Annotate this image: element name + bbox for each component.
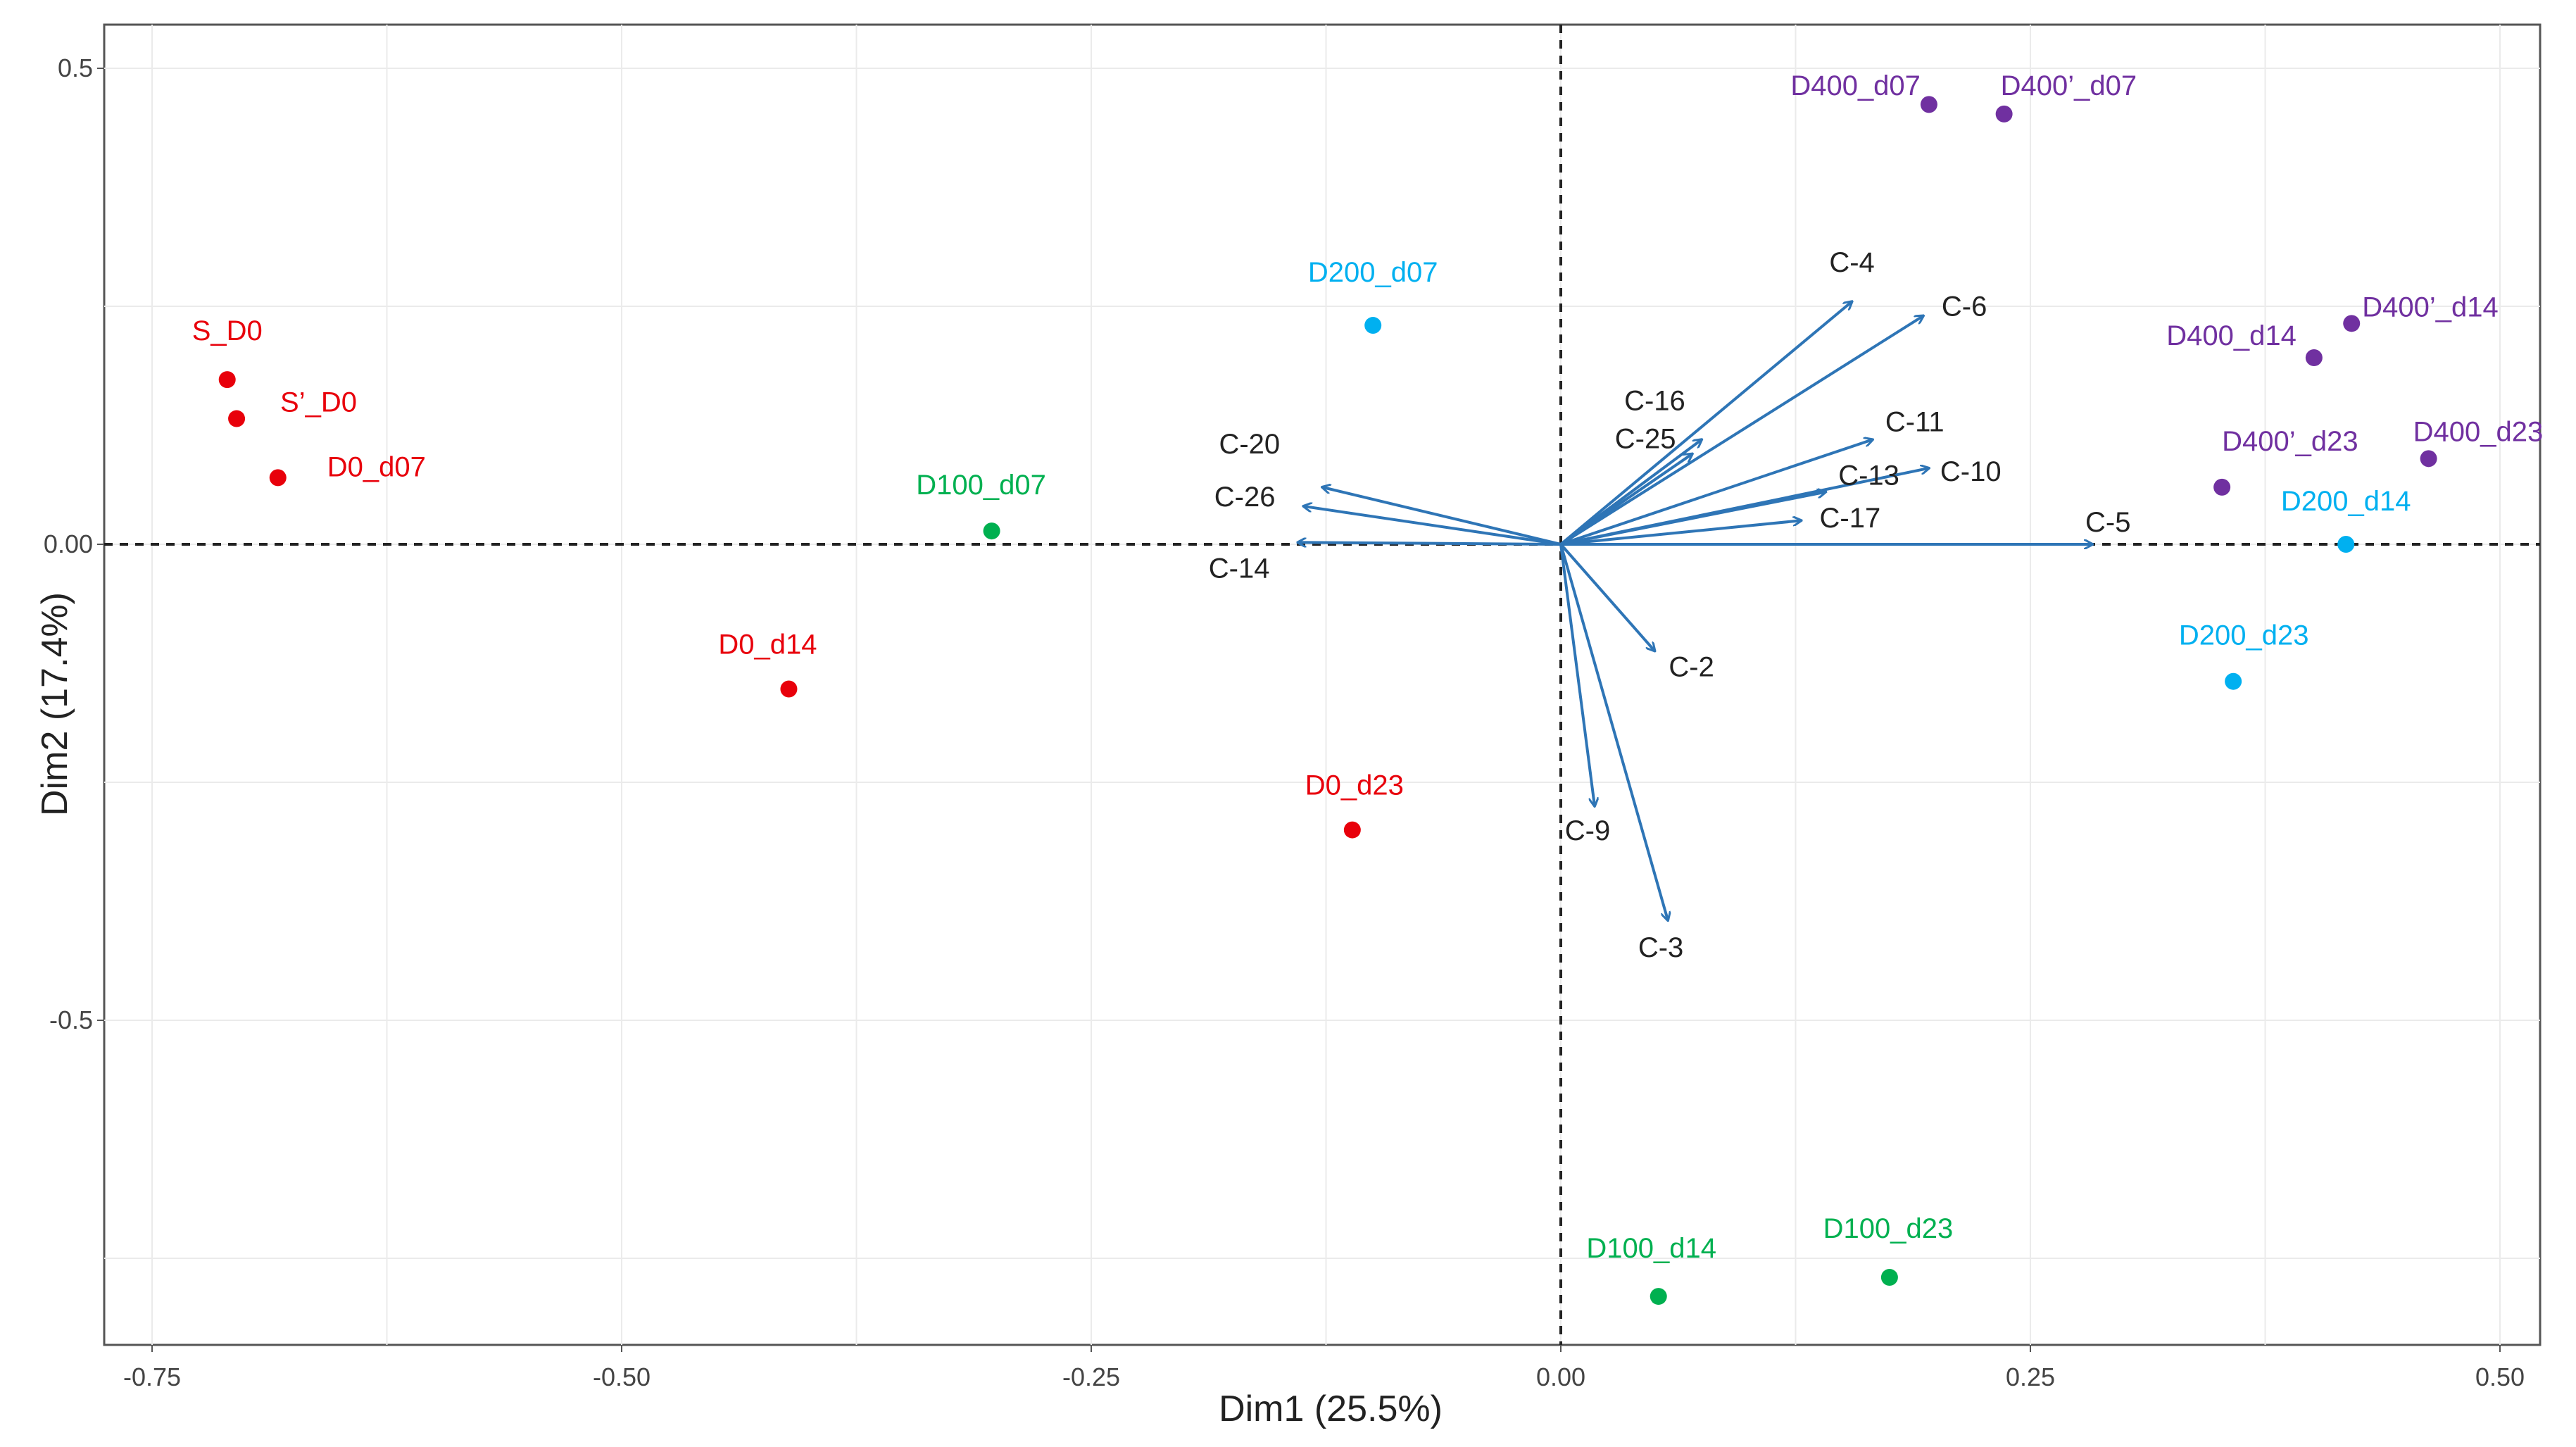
- data-point: [1364, 317, 1382, 334]
- point-label: S’_D0: [280, 387, 357, 418]
- variable-label: C-4: [1829, 247, 1874, 278]
- data-point: [2420, 450, 2437, 468]
- x-tick-label: -0.25: [1062, 1363, 1120, 1391]
- point-label: D0_d07: [327, 451, 426, 482]
- variable-label: C-26: [1214, 482, 1276, 513]
- data-point: [1995, 105, 2013, 123]
- data-point: [2343, 315, 2361, 332]
- variable-arrow: [1559, 544, 1668, 920]
- variable-arrow: [1303, 506, 1562, 546]
- x-axis-title: Dim1 (25.5%): [1219, 1389, 1443, 1429]
- data-point: [780, 680, 798, 698]
- variable-label: C-11: [1885, 406, 1944, 437]
- point-label: D400_d14: [2166, 320, 2297, 351]
- x-tick-label: -0.50: [593, 1363, 651, 1391]
- y-axis-title: Dim2 (17.4%): [34, 592, 75, 816]
- individual-points: S_D0 S’_D0 D0_d07 D0_d14 D0_d23 D100_d07 D100_…: [192, 70, 2544, 1305]
- y-tick-label: 0.00: [44, 530, 93, 558]
- x-tick-label: 0.50: [2475, 1363, 2525, 1391]
- x-tick-label: 0.00: [1536, 1363, 1585, 1391]
- data-point: [983, 522, 1000, 540]
- variable-label: C-9: [1565, 815, 1610, 846]
- variable-label: C-3: [1638, 932, 1683, 963]
- point-label: D100_d23: [1823, 1213, 1954, 1244]
- variable-arrow: [1322, 487, 1562, 546]
- data-point: [1880, 1269, 1898, 1286]
- point-label: D0_d23: [1305, 770, 1404, 801]
- x-tick-label: 0.25: [2006, 1363, 2055, 1391]
- variable-label: C-17: [1820, 503, 1881, 534]
- data-point: [2213, 478, 2231, 496]
- variable-label: C-20: [1219, 429, 1280, 460]
- variable-label: C-25: [1615, 424, 1676, 455]
- variable-arrow: [1559, 301, 1852, 546]
- point-label: D0_d14: [718, 629, 817, 660]
- variable-label: C-13: [1838, 461, 1899, 491]
- variable-arrow: [1560, 520, 1802, 546]
- data-point: [218, 371, 236, 389]
- variable-arrow: [1560, 439, 1873, 546]
- variable-arrow: [1559, 454, 1692, 546]
- point-label: D400’_d14: [2362, 292, 2499, 322]
- data-point: [1920, 96, 1937, 113]
- point-label: D200_d23: [2179, 620, 2309, 651]
- data-point: [2225, 672, 2242, 690]
- reference-lines: [104, 25, 2540, 1345]
- variable-arrow: [1559, 316, 1923, 546]
- point-label: S_D0: [192, 315, 263, 346]
- point-label: D400_d07: [1790, 70, 1921, 101]
- point-label: D200_d14: [2281, 486, 2411, 517]
- data-point: [228, 410, 246, 427]
- variable-label: C-14: [1209, 553, 1270, 584]
- x-tick-label: -0.75: [123, 1363, 181, 1391]
- variable-label: C-6: [1942, 292, 1987, 322]
- variable-label: C-10: [1940, 456, 2002, 487]
- variable-label: C-2: [1669, 651, 1714, 682]
- point-label: D400_d23: [2413, 416, 2544, 447]
- data-point: [2305, 349, 2323, 367]
- point-label: D100_d14: [1586, 1233, 1716, 1264]
- point-label: D200_d07: [1308, 257, 1438, 288]
- data-point: [1650, 1288, 1667, 1305]
- variable-arrows: C-4 C-6 C-16 C-25 C-11 C-10 C-13 C-17 C-5 C-20 C-2…: [1209, 247, 2131, 963]
- plot-panel: [103, 23, 2542, 1346]
- variable-label: C-5: [2085, 507, 2130, 538]
- point-label: D100_d07: [916, 470, 1046, 501]
- axis-ticks: -0.75 -0.50 -0.25 0.00 0.25 0.50 0.5 0.00 -0.5: [44, 54, 2525, 1391]
- variable-arrow: [1559, 543, 1654, 651]
- variable-arrow: [1298, 542, 1562, 544]
- data-point: [269, 469, 287, 487]
- variable-label: C-16: [1624, 385, 1685, 416]
- y-tick-label: -0.5: [49, 1006, 93, 1034]
- y-tick-label: 0.5: [58, 54, 93, 82]
- data-point: [2337, 536, 2355, 553]
- point-label: D400’_d07: [2001, 70, 2137, 101]
- variable-arrow: [1560, 492, 1826, 546]
- point-label: D400’_d23: [2222, 426, 2358, 457]
- variable-arrow: [1559, 544, 1595, 806]
- data-point: [1343, 821, 1361, 839]
